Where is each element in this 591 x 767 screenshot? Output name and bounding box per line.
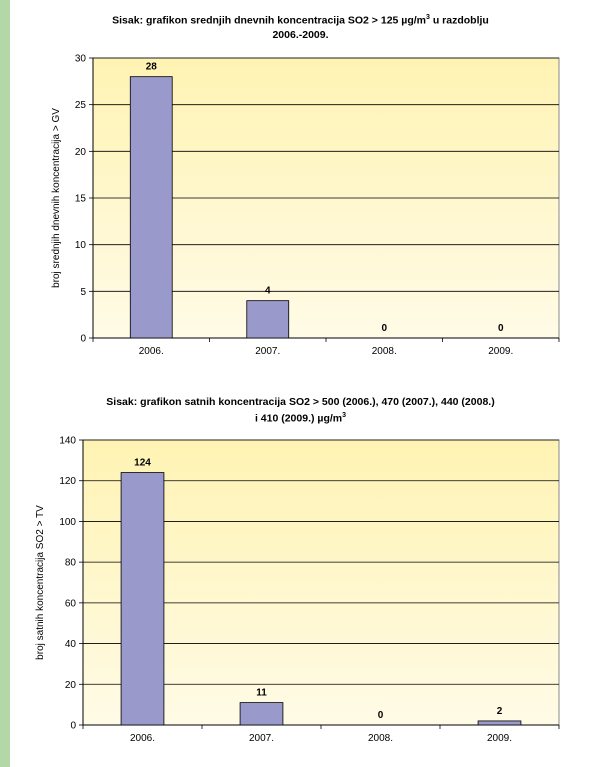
x-tick-label: 2007. <box>249 733 274 744</box>
x-tick-label: 2009. <box>488 346 513 357</box>
y-tick-label: 15 <box>75 194 87 205</box>
chart-daily-so2: Sisak: grafikon srednjih dnevnih koncent… <box>10 0 591 370</box>
bar-2007 <box>246 300 290 339</box>
chart-title-line1: Sisak: grafikon srednjih dnevnih koncent… <box>112 14 427 27</box>
bar-2006 <box>120 472 165 726</box>
chart-svg: 0 5 10 15 20 25 30 28 2006. 4 2007. 0 2008. 0 2009. bro… <box>51 54 560 357</box>
data-label: 28 <box>146 62 158 73</box>
y-tick-label: 0 <box>80 334 86 345</box>
chart-title-superscript: 3 <box>342 412 347 419</box>
chart-title-line1: Sisak: grafikon satnih koncentracija SO2… <box>106 396 495 408</box>
x-tick-label: 2006. <box>139 346 164 357</box>
bar-2007 <box>239 702 284 726</box>
data-label: 0 <box>498 323 504 334</box>
y-tick-label: 25 <box>75 100 87 111</box>
data-label: 11 <box>256 688 267 699</box>
y-tick-label: 60 <box>65 598 77 609</box>
chart-svg: 0 20 40 60 80 100 120 140 124 2006. 11 2007. 0 2008. 2… <box>35 436 560 744</box>
chart-hourly-so2: Sisak: grafikon satnih koncentracija SO2… <box>10 385 591 767</box>
y-tick-label: 20 <box>75 147 87 158</box>
data-label: 0 <box>381 323 387 334</box>
y-tick-label: 0 <box>70 721 76 732</box>
x-tick-label: 2008. <box>372 346 397 357</box>
bar-2009 <box>477 720 522 726</box>
y-axis-label: broj satnih koncentracija SO2 > TV <box>35 505 46 660</box>
y-tick-label: 10 <box>75 240 87 251</box>
y-tick-label: 120 <box>59 476 76 487</box>
y-tick-label: 100 <box>59 517 76 528</box>
chart-title-superscript: 3 <box>426 14 430 21</box>
data-label: 4 <box>265 286 271 297</box>
chart-title-line1-end: u razdoblju <box>429 14 489 27</box>
chart-title-line2: 2006.-2009. <box>272 28 329 41</box>
data-label: 124 <box>134 458 151 469</box>
y-tick-label: 80 <box>65 558 77 569</box>
chart-title: Sisak: grafikon satnih koncentracija SO2… <box>30 395 571 426</box>
x-tick-label: 2006. <box>130 733 155 744</box>
y-tick-label: 40 <box>65 639 77 650</box>
bar-2006 <box>129 76 173 339</box>
y-tick-label: 30 <box>75 54 87 65</box>
x-tick-label: 2009. <box>487 733 512 744</box>
x-tick-label: 2007. <box>255 346 280 357</box>
x-tick-label: 2008. <box>368 733 393 744</box>
data-label: 2 <box>497 706 503 717</box>
y-tick-label: 5 <box>80 287 86 298</box>
chart-title-line2: i 410 (2009.) µg/m <box>254 412 343 425</box>
chart-title: Sisak: grafikon srednjih dnevnih koncent… <box>30 11 571 42</box>
page: Sisak: grafikon srednjih dnevnih koncent… <box>10 0 591 767</box>
y-axis-label: broj srednjih dnevnih koncentracija > GV <box>51 108 62 288</box>
data-label: 0 <box>378 710 384 721</box>
y-tick-label: 140 <box>59 436 76 447</box>
y-tick-label: 20 <box>65 680 77 691</box>
